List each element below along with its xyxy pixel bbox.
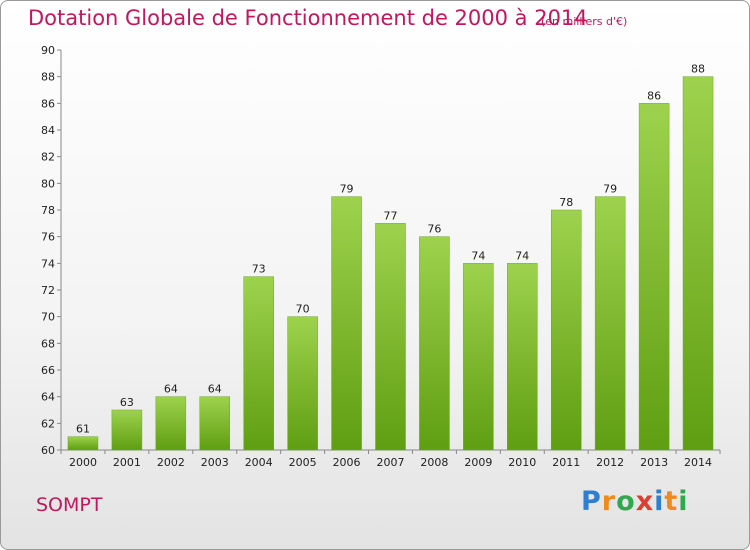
proxiti-logo: Proxiti — [581, 486, 689, 517]
data-label: 70 — [296, 303, 310, 316]
data-label: 88 — [691, 63, 705, 76]
data-label: 73 — [252, 263, 266, 276]
bar — [419, 236, 450, 451]
y-tick-label: 72 — [41, 284, 55, 297]
y-tick-label: 84 — [41, 124, 55, 137]
y-tick-label: 70 — [41, 311, 55, 324]
data-label: 78 — [559, 196, 573, 209]
bar — [507, 263, 538, 451]
bar — [67, 436, 99, 451]
x-tick-label: 2013 — [640, 456, 668, 469]
y-tick-label: 76 — [41, 231, 55, 244]
y-tick-label: 66 — [41, 364, 55, 377]
data-label: 86 — [647, 89, 661, 102]
data-label: 79 — [603, 183, 617, 196]
bar — [594, 196, 626, 451]
y-tick-label: 86 — [41, 97, 55, 110]
y-tick-label: 64 — [41, 391, 55, 404]
x-tick-label: 2011 — [552, 456, 580, 469]
data-label: 77 — [384, 209, 398, 222]
bar — [199, 396, 231, 451]
x-tick-label: 2005 — [289, 456, 317, 469]
x-tick-label: 2001 — [113, 456, 141, 469]
x-tick-label: 2009 — [464, 456, 492, 469]
commune-name: SOMPT — [36, 494, 103, 516]
x-tick-label: 2000 — [69, 456, 97, 469]
data-label: 74 — [515, 249, 529, 262]
data-label: 64 — [208, 383, 222, 396]
bar — [550, 209, 582, 451]
data-label: 63 — [120, 396, 134, 409]
bar — [331, 196, 362, 451]
bar — [682, 76, 714, 451]
x-tick-label: 2012 — [596, 456, 624, 469]
x-tick-label: 2004 — [245, 456, 273, 469]
bar — [111, 409, 143, 451]
y-tick-label: 88 — [41, 71, 55, 84]
bar — [638, 103, 670, 451]
data-label: 74 — [471, 249, 485, 262]
y-tick-label: 78 — [41, 204, 55, 217]
x-tick-label: 2014 — [684, 456, 712, 469]
y-tick-label: 60 — [41, 444, 55, 457]
x-tick-label: 2002 — [157, 456, 185, 469]
bar — [375, 223, 406, 451]
data-label: 64 — [164, 383, 178, 396]
data-label: 76 — [427, 223, 441, 236]
x-tick-label: 2008 — [420, 456, 448, 469]
x-tick-label: 2007 — [377, 456, 405, 469]
x-tick-label: 2010 — [508, 456, 536, 469]
bar — [287, 316, 318, 451]
data-label: 61 — [76, 423, 90, 436]
y-tick-label: 68 — [41, 337, 55, 350]
chart-title: Dotation Globale de Fonctionnement de 20… — [28, 6, 588, 30]
x-tick-label: 2003 — [201, 456, 229, 469]
bar — [243, 276, 274, 451]
data-label: 79 — [340, 183, 354, 196]
bar — [155, 396, 187, 451]
y-tick-label: 80 — [41, 177, 55, 190]
chart-unit: (en milliers d'€) — [541, 15, 628, 28]
bar — [463, 263, 494, 451]
y-tick-label: 62 — [41, 417, 55, 430]
y-tick-label: 74 — [41, 257, 55, 270]
y-tick-label: 90 — [41, 44, 55, 57]
y-tick-label: 82 — [41, 151, 55, 164]
x-tick-label: 2006 — [333, 456, 361, 469]
